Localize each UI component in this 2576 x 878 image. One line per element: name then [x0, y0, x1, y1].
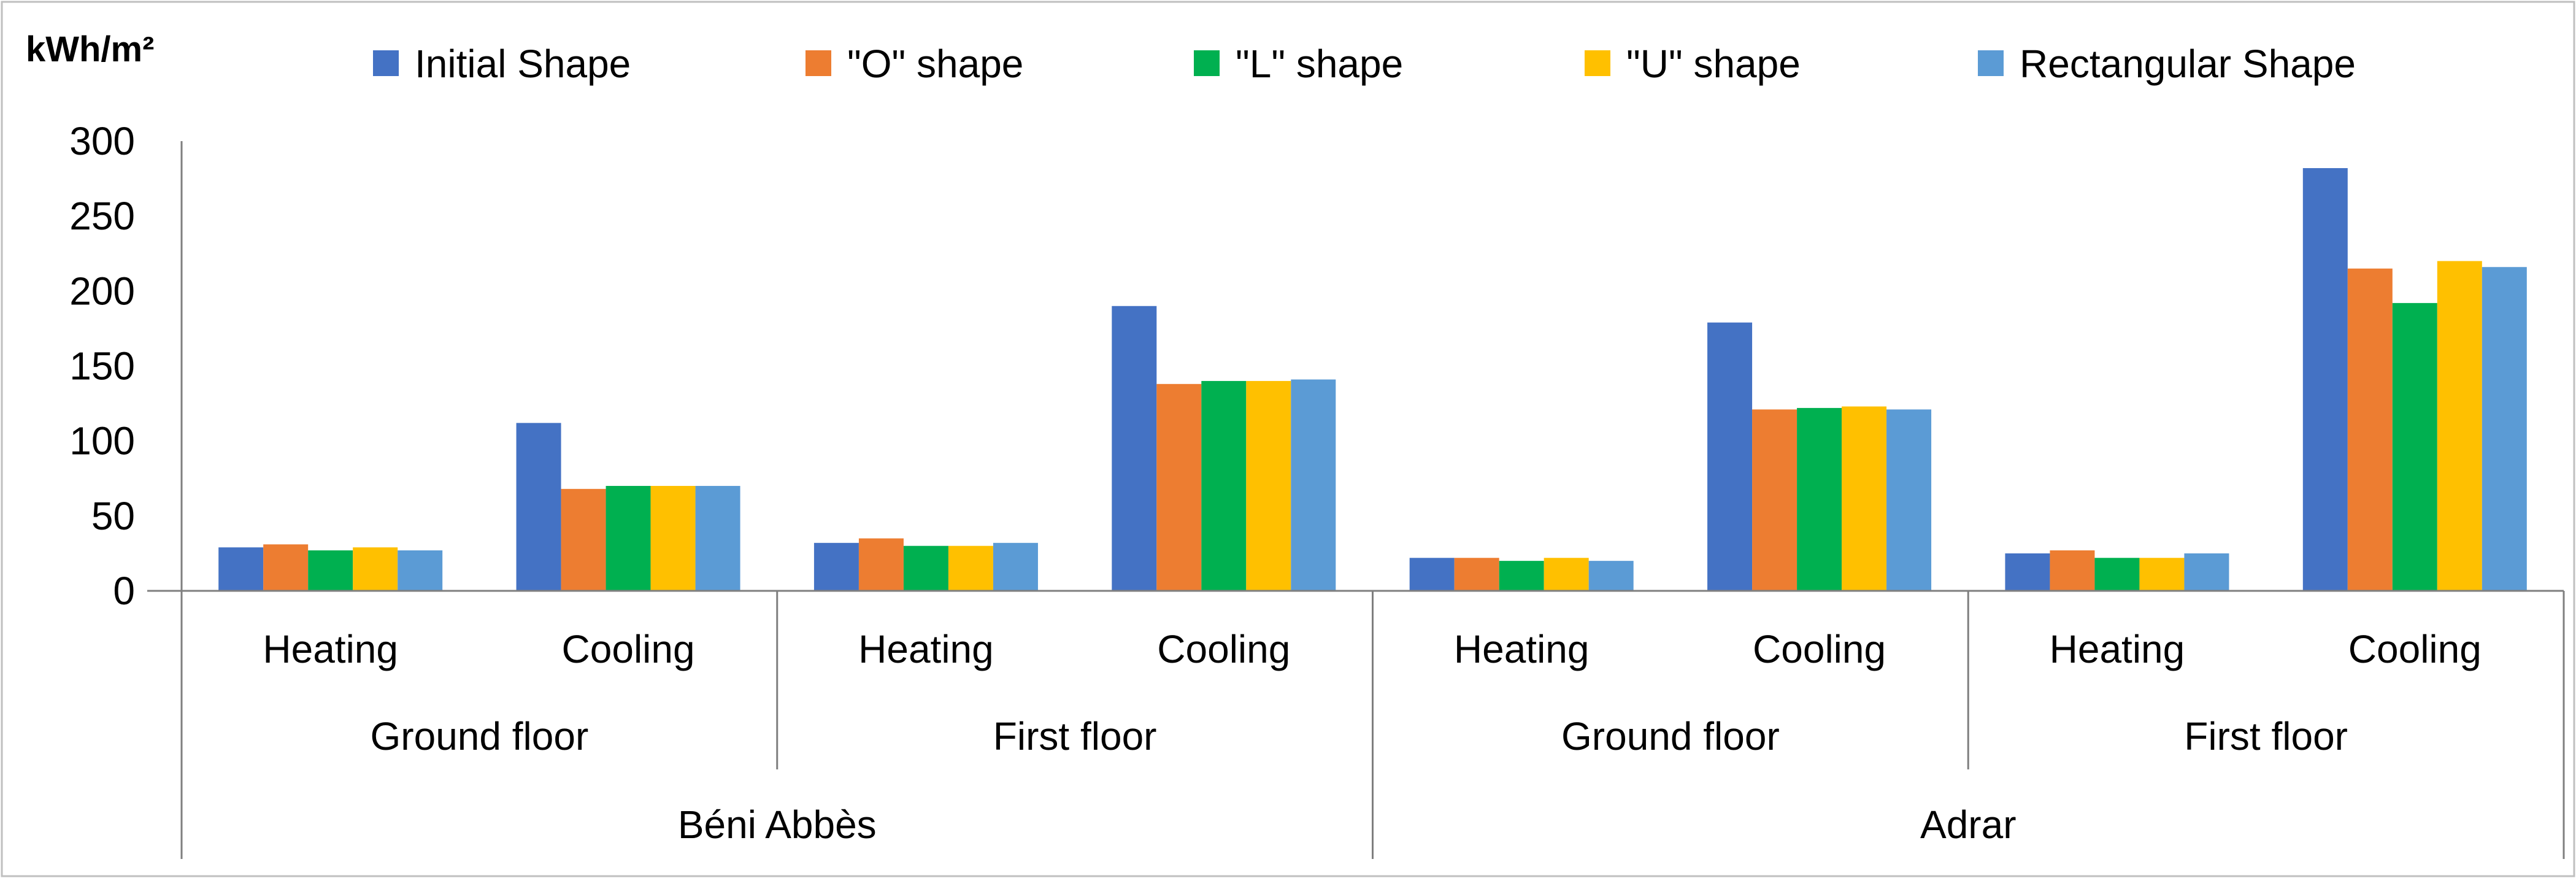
- site-group-label: Béni Abbès: [678, 803, 877, 847]
- bar: [2005, 553, 2050, 591]
- bar: [263, 544, 309, 591]
- legend: Initial Shape "O" shape "L" shape "U" shape…: [373, 42, 2356, 86]
- bar: [695, 485, 740, 591]
- legend-label: Rectangular Shape: [2020, 42, 2356, 86]
- bar: [948, 545, 993, 591]
- bar: [1588, 561, 1634, 591]
- legend-label: Initial Shape: [415, 42, 631, 86]
- bar: [606, 485, 651, 591]
- legend-swatch: [1978, 50, 2004, 76]
- legend-swatch: [1585, 50, 1610, 76]
- x-axis-labels: Heating Cooling Heating Cooling Heating Cooli…: [263, 627, 2481, 847]
- bar: [308, 550, 353, 591]
- bar: [1454, 558, 1499, 591]
- category-label: Heating: [1454, 627, 1590, 671]
- bar: [1156, 383, 1202, 591]
- category-label: Cooling: [2348, 627, 2482, 671]
- bar: [858, 538, 904, 591]
- legend-label: "O" shape: [847, 42, 1023, 86]
- bar: [1499, 561, 1544, 591]
- bar: [2094, 558, 2140, 591]
- legend-swatch: [1194, 50, 1220, 76]
- category-label: Cooling: [562, 627, 695, 671]
- legend-swatch: [805, 50, 831, 76]
- bar: [1752, 409, 1797, 591]
- bar: [561, 488, 606, 591]
- legend-label: "L" shape: [1236, 42, 1403, 86]
- legend-swatch: [373, 50, 399, 76]
- category-label: Cooling: [1157, 627, 1290, 671]
- floor-group-label: First floor: [2184, 714, 2348, 758]
- y-tick-label: 200: [69, 269, 135, 313]
- category-label: Heating: [858, 627, 994, 671]
- bar: [2050, 550, 2095, 591]
- legend-label: "U" shape: [1626, 42, 1801, 86]
- bar: [353, 547, 398, 591]
- bar: [650, 485, 696, 591]
- bars: [218, 168, 2527, 591]
- y-tick-label: 150: [69, 344, 135, 388]
- bar: [1707, 322, 1753, 591]
- bar: [1246, 380, 1291, 591]
- bar: [2184, 553, 2229, 591]
- floor-group-label: Ground floor: [371, 714, 589, 758]
- y-axis-unit-label: kWh/m²: [26, 29, 154, 69]
- bar: [1797, 407, 1842, 591]
- bar: [1886, 409, 1932, 591]
- bar: [2437, 261, 2482, 591]
- floor-group-label: Ground floor: [1561, 714, 1780, 758]
- bar: [1291, 379, 1336, 591]
- bar: [1112, 306, 1157, 591]
- axes: [147, 141, 2565, 859]
- bar: [813, 542, 859, 591]
- category-label: Heating: [2050, 627, 2185, 671]
- y-tick-label: 50: [91, 494, 135, 538]
- bar: [398, 550, 443, 591]
- floor-group-label: First floor: [993, 714, 1157, 758]
- category-label: Cooling: [1753, 627, 1886, 671]
- bar: [1409, 558, 1455, 591]
- bar: [903, 545, 948, 591]
- bar: [2139, 558, 2185, 591]
- site-group-label: Adrar: [1920, 803, 2017, 847]
- y-tick-label: 0: [113, 569, 135, 613]
- category-label: Heating: [263, 627, 398, 671]
- bar: [2482, 267, 2527, 591]
- y-axis-ticks: 0 50 100 150 200 250 300: [69, 119, 135, 613]
- y-tick-label: 100: [69, 419, 135, 463]
- bar: [2347, 268, 2393, 591]
- bar: [2302, 168, 2348, 591]
- bar: [993, 542, 1038, 591]
- y-tick-label: 300: [69, 119, 135, 163]
- bar: [1201, 380, 1247, 591]
- bar: [2392, 302, 2437, 591]
- bar: [218, 547, 264, 591]
- bar: [1842, 406, 1887, 591]
- y-tick-label: 250: [69, 194, 135, 238]
- bar: [1544, 558, 1589, 591]
- bar: [516, 423, 561, 591]
